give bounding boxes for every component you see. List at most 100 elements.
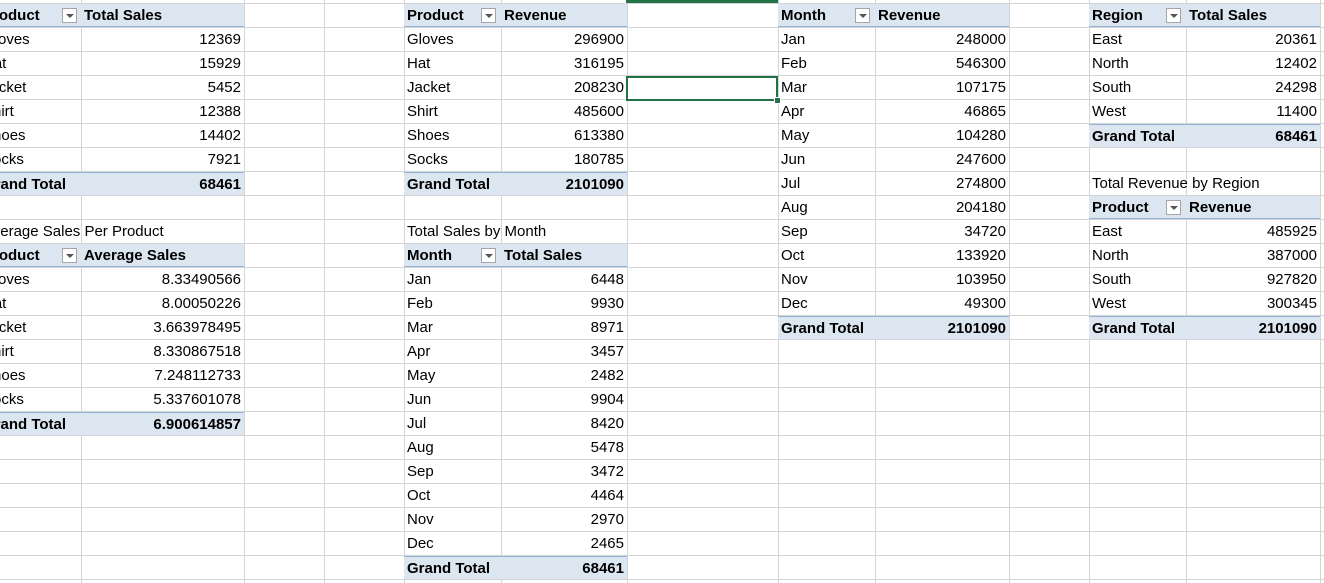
pivot-grand-total-label[interactable]: Grand Total: [0, 172, 81, 195]
pivot-row-label[interactable]: Socks: [0, 391, 24, 408]
pivot-grand-total-value[interactable]: 68461: [1186, 124, 1320, 147]
filter-dropdown-icon[interactable]: [855, 8, 870, 23]
pivot-header-value[interactable]: Revenue: [1186, 196, 1320, 219]
pivot-row-value[interactable]: 2482: [590, 367, 624, 384]
pivot-row-value[interactable]: 274800: [955, 175, 1006, 192]
pivot-grand-total-label[interactable]: Grand Total: [778, 316, 875, 339]
pivot-row-label[interactable]: Hat: [407, 55, 431, 72]
pivot-grand-total-label[interactable]: Grand Total: [1089, 316, 1186, 339]
fill-handle[interactable]: [774, 97, 781, 104]
pivot-header-row-label[interactable]: Product: [0, 244, 81, 267]
pivot-row-value[interactable]: 6448: [590, 271, 624, 288]
pivot-header-value[interactable]: Revenue: [501, 4, 627, 27]
pivot-row-value[interactable]: 9904: [590, 391, 624, 408]
pivot-row-label[interactable]: Hat: [0, 295, 7, 312]
pivot-row-value[interactable]: 613380: [573, 127, 624, 144]
pivot-row-label[interactable]: Gloves: [0, 31, 30, 48]
pivot-row-value[interactable]: 12388: [199, 103, 241, 120]
pivot-grand-total-value[interactable]: 68461: [501, 556, 627, 579]
pivot-row-label[interactable]: Jun: [781, 151, 806, 168]
pivot-row-value[interactable]: 8.33490566: [161, 271, 241, 288]
pivot-row-value[interactable]: 8.330867518: [153, 343, 241, 360]
pivot-row-label[interactable]: Apr: [781, 103, 805, 120]
filter-dropdown-icon[interactable]: [481, 248, 496, 263]
pivot-row-value[interactable]: 14402: [199, 127, 241, 144]
filter-dropdown-icon[interactable]: [1166, 8, 1181, 23]
pivot-row-value[interactable]: 5.337601078: [153, 391, 241, 408]
pivot-row-value[interactable]: 15929: [199, 55, 241, 72]
pivot-row-value[interactable]: 2970: [590, 511, 624, 528]
pivot-row-value[interactable]: 316195: [573, 55, 624, 72]
pivot-row-value[interactable]: 247600: [955, 151, 1006, 168]
pivot-row-value[interactable]: 3.663978495: [153, 319, 241, 336]
pivot-row-value[interactable]: 248000: [955, 31, 1006, 48]
pivot-row-label[interactable]: Shoes: [0, 367, 26, 384]
active-cell-selection[interactable]: [626, 76, 778, 101]
pivot-row-label[interactable]: Apr: [407, 343, 431, 360]
pivot-row-value[interactable]: 46865: [964, 103, 1006, 120]
pivot-header-row-label[interactable]: Region: [1089, 4, 1186, 27]
pivot-row-label[interactable]: East: [1092, 223, 1123, 240]
pivot-row-value[interactable]: 12402: [1275, 55, 1317, 72]
pivot-row-value[interactable]: 103950: [955, 271, 1006, 288]
pivot-row-value[interactable]: 8.00050226: [161, 295, 241, 312]
pivot-row-label[interactable]: Jul: [781, 175, 801, 192]
pivot-row-label[interactable]: May: [407, 367, 436, 384]
pivot-row-label[interactable]: Shirt: [407, 103, 438, 120]
pivot-row-value[interactable]: 11400: [1276, 103, 1317, 120]
filter-dropdown-icon[interactable]: [481, 8, 496, 23]
pivot-grand-total-value[interactable]: 2101090: [501, 172, 627, 195]
pivot-grand-total-value[interactable]: 2101090: [875, 316, 1009, 339]
pivot-header-value[interactable]: Total Sales: [1186, 4, 1320, 27]
pivot-row-label[interactable]: Nov: [407, 511, 434, 528]
pivot-row-label[interactable]: Oct: [781, 247, 805, 264]
pivot-row-value[interactable]: 4464: [590, 487, 624, 504]
pivot-row-value[interactable]: 12369: [199, 31, 241, 48]
pivot-row-value[interactable]: 208230: [573, 79, 624, 96]
pivot-header-row-label[interactable]: Month: [778, 4, 875, 27]
pivot-grand-total-label[interactable]: Grand Total: [404, 172, 501, 195]
pivot-header-row-label[interactable]: Product: [404, 4, 501, 27]
filter-dropdown-icon[interactable]: [62, 248, 77, 263]
pivot-header-row-label[interactable]: Product: [1089, 196, 1186, 219]
pivot-row-value[interactable]: 546300: [955, 55, 1006, 72]
pivot-row-label[interactable]: Dec: [407, 535, 434, 552]
pivot-row-value[interactable]: 9930: [590, 295, 624, 312]
pivot-header-value[interactable]: Average Sales: [81, 244, 244, 267]
pivot-row-label[interactable]: North: [1092, 55, 1129, 72]
pivot-header-value[interactable]: Revenue: [875, 4, 1009, 27]
pivot-row-label[interactable]: Oct: [407, 487, 431, 504]
pivot-row-value[interactable]: 104280: [955, 127, 1006, 144]
pivot-row-value[interactable]: 2465: [590, 535, 624, 552]
pivot-row-label[interactable]: May: [781, 127, 810, 144]
pivot-row-value[interactable]: 8971: [590, 319, 624, 336]
pivot-row-label[interactable]: Jan: [781, 31, 806, 48]
pivot-row-value[interactable]: 3457: [590, 343, 624, 360]
pivot-row-value[interactable]: 927820: [1266, 271, 1317, 288]
pivot-row-label[interactable]: Mar: [781, 79, 807, 96]
pivot-row-label[interactable]: Shirt: [0, 103, 14, 120]
pivot-grand-total-value[interactable]: 2101090: [1186, 316, 1320, 339]
pivot-row-label[interactable]: Jacket: [0, 319, 27, 336]
pivot-row-label[interactable]: Gloves: [0, 271, 30, 288]
pivot-header-value[interactable]: Total Sales: [501, 244, 627, 267]
pivot-grand-total-value[interactable]: 6.900614857: [81, 412, 244, 435]
pivot-row-value[interactable]: 49300: [964, 295, 1006, 312]
pivot-row-value[interactable]: 3472: [590, 463, 624, 480]
pivot-row-label[interactable]: West: [1092, 103, 1126, 120]
pivot-grand-total-label[interactable]: Grand Total: [1089, 124, 1186, 147]
pivot-header-row-label[interactable]: Month: [404, 244, 501, 267]
pivot-row-label[interactable]: Jacket: [407, 79, 451, 96]
pivot-header-value[interactable]: Total Sales: [81, 4, 244, 27]
pivot-row-label[interactable]: Jul: [407, 415, 427, 432]
pivot-row-label[interactable]: Nov: [781, 271, 808, 288]
pivot-row-label[interactable]: Sep: [407, 463, 434, 480]
pivot-row-value[interactable]: 296900: [573, 31, 624, 48]
pivot-row-value[interactable]: 8420: [590, 415, 624, 432]
pivot-row-label[interactable]: Sep: [781, 223, 808, 240]
pivot-row-label[interactable]: Gloves: [407, 31, 454, 48]
pivot-header-row-label[interactable]: Product: [0, 4, 81, 27]
pivot-row-value[interactable]: 7921: [207, 151, 241, 168]
pivot-row-value[interactable]: 300345: [1266, 295, 1317, 312]
